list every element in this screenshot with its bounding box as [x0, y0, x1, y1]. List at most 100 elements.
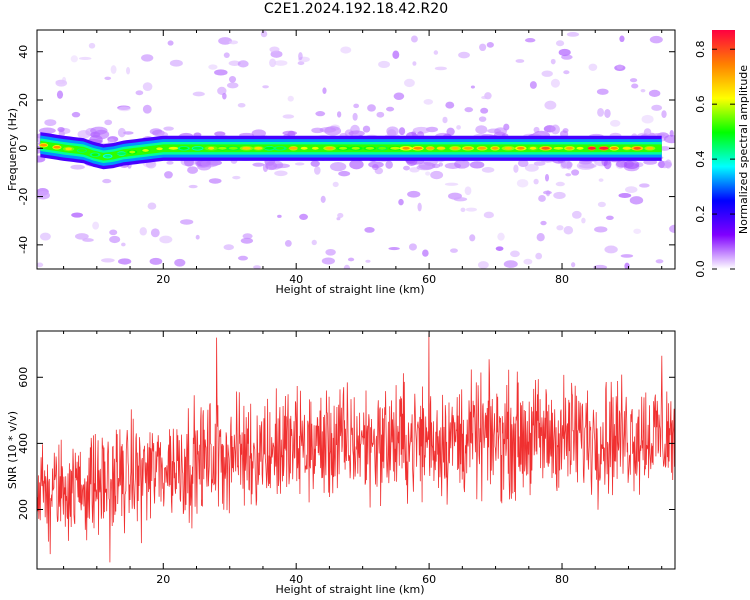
- noise-cell: [277, 214, 282, 218]
- noise-cell: [142, 82, 153, 91]
- noise-cell: [616, 64, 624, 70]
- ridge-peak: [104, 154, 112, 158]
- noise-cell: [92, 221, 100, 230]
- noise-cell: [332, 181, 339, 188]
- noise-cell: [458, 51, 470, 59]
- noise-cell: [597, 108, 605, 117]
- noise-cell: [659, 146, 671, 151]
- noise-cell: [651, 104, 663, 111]
- noise-cell: [287, 95, 294, 102]
- x-tick-label: 20: [156, 273, 170, 286]
- noise-cell: [147, 202, 157, 210]
- noise-cell: [661, 110, 667, 118]
- ridge-peak: [228, 146, 238, 150]
- noise-cell: [596, 88, 609, 95]
- ridge-peak: [192, 146, 203, 150]
- noise-cell: [403, 165, 410, 171]
- noise-cell: [135, 90, 144, 96]
- noise-cell: [444, 182, 459, 186]
- noise-cell: [638, 183, 650, 188]
- noise-cell: [56, 90, 64, 99]
- noise-cell: [274, 60, 288, 66]
- ridge-peak: [633, 146, 642, 150]
- ridge-peak: [646, 146, 654, 150]
- ridge-peak: [311, 146, 319, 150]
- noise-cell: [581, 217, 586, 224]
- noise-cell: [121, 242, 126, 247]
- noise-cell: [274, 170, 288, 177]
- noise-cell: [57, 126, 65, 132]
- ridge-peak: [142, 149, 149, 152]
- noise-cell: [464, 107, 474, 113]
- noise-cell: [550, 124, 560, 135]
- ridge-peak: [168, 146, 179, 150]
- noise-cell: [164, 171, 173, 179]
- noise-cell: [150, 228, 160, 238]
- noise-cell: [416, 164, 434, 171]
- noise-cell: [460, 207, 466, 213]
- noise-cell: [102, 178, 112, 184]
- noise-cell: [109, 229, 118, 236]
- noise-cell: [37, 191, 50, 200]
- ridge-peak: [565, 146, 574, 150]
- noise-cell: [546, 190, 551, 197]
- noise-cell: [378, 60, 390, 68]
- y-tick-label: -20: [17, 188, 30, 206]
- noise-cell: [376, 111, 385, 118]
- noise-cell: [484, 92, 492, 100]
- noise-cell: [141, 54, 154, 62]
- noise-cell: [169, 59, 183, 67]
- noise-cell: [566, 31, 580, 37]
- noise-cell: [609, 119, 621, 127]
- ridge-peak: [339, 146, 348, 150]
- noise-cell: [386, 106, 395, 112]
- ridge-peak: [477, 146, 487, 150]
- noise-cell: [470, 85, 475, 89]
- noise-cell: [110, 65, 117, 74]
- noise-cell: [571, 169, 580, 176]
- noise-cell: [556, 225, 564, 231]
- noise-cell: [425, 171, 431, 176]
- noise-cell: [109, 235, 121, 244]
- ridge-peak: [275, 146, 285, 150]
- noise-cell: [544, 100, 557, 110]
- ridge-band: [40, 140, 662, 161]
- noise-cell: [347, 257, 355, 262]
- noise-cell: [167, 40, 174, 46]
- noise-cell: [422, 249, 429, 257]
- noise-cell: [101, 258, 115, 263]
- ridge-peak: [53, 145, 61, 149]
- noise-cell: [77, 129, 91, 139]
- ridge-peak: [365, 146, 375, 150]
- ridge-peak: [390, 146, 401, 150]
- noise-cell: [453, 197, 468, 202]
- noise-cell: [299, 213, 308, 221]
- noise-cell: [536, 233, 545, 242]
- noise-cell: [658, 160, 665, 169]
- noise-cell: [623, 160, 640, 170]
- noise-cell: [655, 259, 664, 264]
- y-tick-label: 600: [17, 367, 30, 388]
- noise-cell: [226, 82, 239, 89]
- noise-cell: [322, 87, 327, 94]
- noise-cell: [445, 101, 455, 109]
- noise-cell: [336, 111, 342, 118]
- noise-cell: [533, 178, 539, 185]
- ridge-peak: [491, 146, 499, 150]
- ridge-peak: [378, 146, 387, 150]
- colorbar-tick-label: 0.6: [694, 95, 707, 113]
- noise-cell: [486, 41, 494, 48]
- y-tick-label: 20: [17, 93, 30, 107]
- snr-series-line: [37, 332, 675, 563]
- x-axis-label: Height of straight line (km): [275, 283, 424, 296]
- noise-cell: [510, 250, 520, 258]
- noise-cell: [251, 129, 266, 138]
- noise-cell: [388, 246, 400, 251]
- noise-cell: [629, 78, 638, 83]
- y-axis-label: SNR (10 * v/v): [6, 411, 19, 489]
- noise-cell: [195, 234, 200, 240]
- noise-cell: [598, 178, 604, 182]
- noise-cell: [117, 127, 126, 138]
- noise-cell: [37, 262, 44, 268]
- noise-cell: [338, 170, 351, 177]
